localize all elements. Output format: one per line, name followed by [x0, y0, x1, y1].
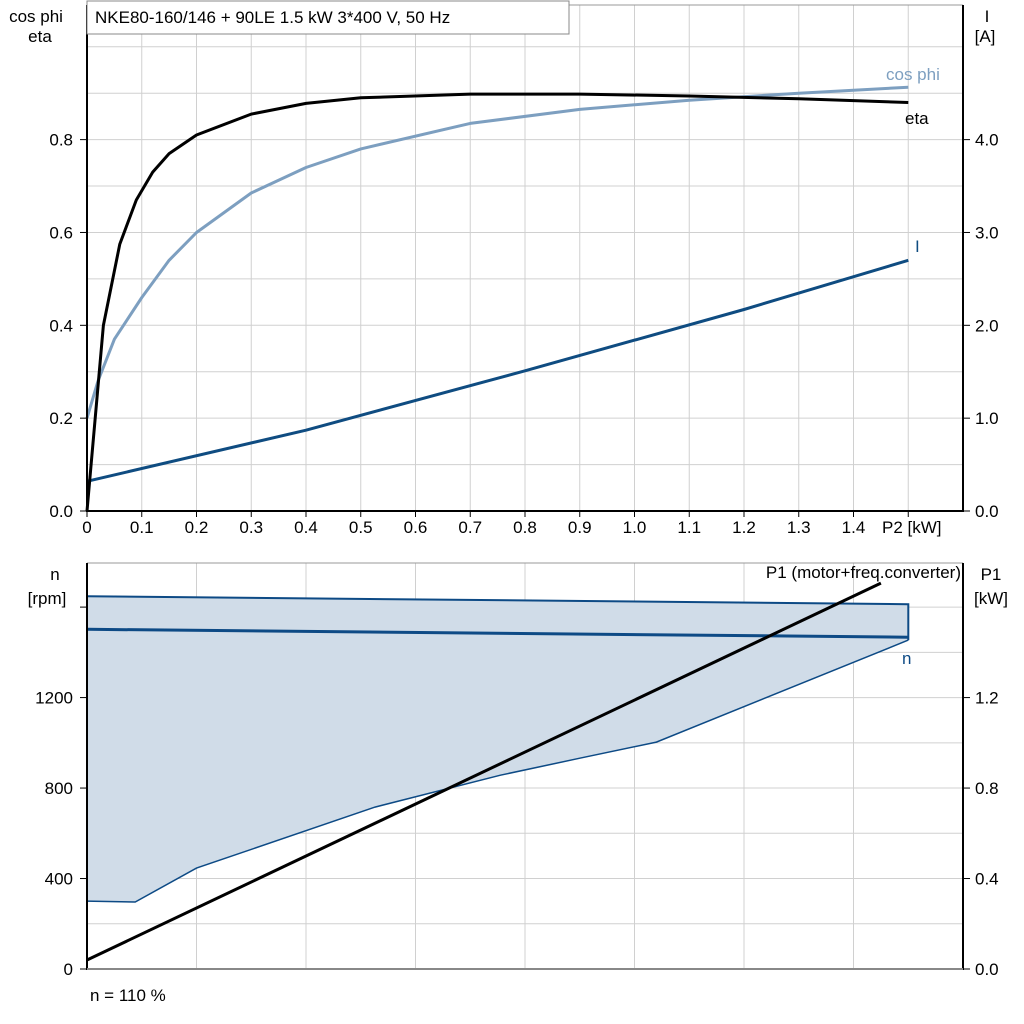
- y-tick-label-left: 0: [64, 960, 73, 979]
- chart-marks: [85, 85, 910, 962]
- x-tick-label: 1.3: [787, 518, 811, 537]
- series-label-current: I: [915, 237, 920, 256]
- x-tick-label: 1.1: [677, 518, 701, 537]
- x-tick-label: 0.5: [349, 518, 373, 537]
- top-chart-grid: [87, 4, 963, 511]
- y-tick-label-left: 0.2: [49, 409, 73, 428]
- y-tick-label-right: 0.0: [975, 960, 999, 979]
- y-tick-label-left: 0.8: [49, 131, 73, 150]
- title-box: [86, 0, 570, 35]
- x-tick-label: 0.1: [130, 518, 154, 537]
- x-tick-label: 0.7: [458, 518, 482, 537]
- x-tick-label: 1.2: [732, 518, 756, 537]
- top-left-axis-label-1: cos phi: [9, 7, 63, 26]
- bottom-right-axis-label-2: [kW]: [974, 589, 1008, 608]
- x-tick-label: 0.2: [185, 518, 209, 537]
- speed-range-area: [87, 596, 909, 902]
- bottom-right-axis-label-1: P1: [981, 565, 1002, 584]
- series-label-cos-phi: cos phi: [886, 65, 940, 84]
- chart-axes: 0 0.1 0.2 0.3 0.4 0.5 0.6 0.7 0.8 0.9 1.0 1.1 1.2 1.3…: [35, 5, 999, 979]
- x-tick-label: 1.0: [623, 518, 647, 537]
- chart-title: NKE80-160/146 + 90LE 1.5 kW 3*400 V, 50 …: [95, 8, 450, 27]
- x-tick-label: 0.4: [294, 518, 318, 537]
- y-tick-label-right: 4.0: [975, 131, 999, 150]
- x-tick-label: 0.6: [404, 518, 428, 537]
- y-tick-label-left: 1200: [35, 689, 73, 708]
- top-right-axis-label-2: [A]: [975, 27, 996, 46]
- bottom-left-axis-label-2: [rpm]: [28, 589, 67, 608]
- series-label-eta: eta: [905, 109, 929, 128]
- x-tick-label: 1.4: [842, 518, 866, 537]
- y-tick-label-right: 0.8: [975, 779, 999, 798]
- series-line-eta: [85, 92, 909, 512]
- y-tick-label-left: 0.4: [49, 316, 73, 335]
- x-tick-label: 0.9: [568, 518, 592, 537]
- y-tick-label-right: 0.4: [975, 870, 999, 889]
- series-line-cos-phi: [85, 85, 909, 419]
- y-tick-label-left: 800: [45, 779, 73, 798]
- y-tick-label-right: 1.0: [975, 409, 999, 428]
- y-tick-label-left: 0.0: [49, 502, 73, 521]
- y-tick-label-right: 2.0: [975, 316, 999, 335]
- x-tick-label: 0: [82, 518, 91, 537]
- y-tick-label-left: 0.6: [49, 223, 73, 242]
- x-tick-label: 0.3: [239, 518, 263, 537]
- x-axis-label: P2 [kW]: [882, 518, 942, 537]
- series-line-p1: [86, 581, 882, 962]
- x-tick-label: 0.8: [513, 518, 537, 537]
- speed-lower-line: [86, 639, 909, 903]
- y-tick-label-right: 0.0: [975, 502, 999, 521]
- y-tick-label-right: 1.2: [975, 689, 999, 708]
- series-line-I: [86, 258, 909, 483]
- series-label-speed: n: [902, 649, 911, 668]
- series-label-p1: P1 (motor+freq.converter): [766, 563, 961, 582]
- y-tick-label-left: 400: [45, 870, 73, 889]
- top-left-axis-label-2: eta: [28, 27, 52, 46]
- speed-upper-line: [86, 595, 910, 641]
- y-tick-label-right: 3.0: [975, 223, 999, 242]
- bottom-left-axis-label-1: n: [50, 565, 59, 584]
- top-right-axis-label-1: I: [985, 7, 990, 26]
- speed-percent-note: n = 110 %: [90, 986, 166, 1005]
